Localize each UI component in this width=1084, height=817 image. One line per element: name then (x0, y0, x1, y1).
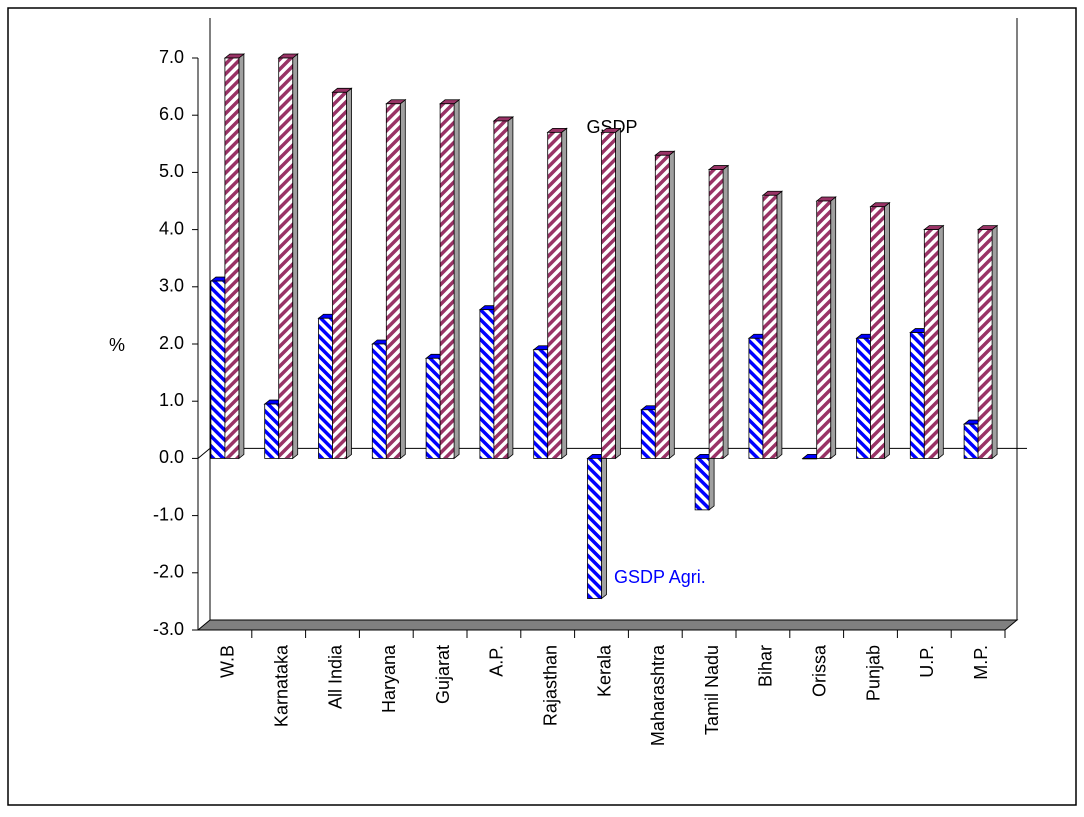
bar (856, 337, 871, 459)
bar (371, 343, 387, 459)
bar (762, 194, 778, 459)
bar-side (776, 190, 783, 460)
y-tick-label: 5.0 (159, 161, 184, 181)
annotation: GSDP Agri. (614, 567, 706, 587)
bar (708, 169, 724, 459)
floor (196, 619, 1019, 631)
x-tick-label: All India (325, 644, 345, 709)
bar (977, 229, 993, 459)
bar (547, 131, 563, 459)
y-tick-label: -1.0 (153, 504, 184, 524)
x-tick-label: Karnataka (271, 644, 291, 727)
bar-side (507, 116, 514, 460)
x-tick-label: Maharashtra (648, 644, 668, 746)
bar-side (884, 201, 890, 460)
bar-side (937, 224, 944, 460)
bar (278, 57, 294, 459)
bar-side (615, 127, 621, 460)
annotation: GSDP (586, 117, 637, 137)
bar-side (292, 53, 299, 460)
bar (479, 309, 495, 459)
x-tick-label: Gujarat (433, 645, 453, 704)
zero-line (197, 448, 211, 459)
x-tick-label: A.P. (487, 645, 507, 677)
bar-side (722, 164, 729, 460)
bar-side (561, 127, 568, 460)
bar (923, 229, 939, 459)
x-tick-label: U.P. (917, 645, 937, 678)
bar (264, 403, 280, 459)
bar (224, 57, 240, 459)
y-tick-label: 2.0 (159, 333, 184, 353)
bar-side (399, 98, 406, 460)
bar (870, 206, 885, 459)
bar (385, 103, 401, 459)
bar-side (668, 150, 675, 460)
bar (493, 120, 509, 459)
bar (654, 154, 670, 459)
bar (210, 280, 226, 459)
bar (439, 103, 455, 459)
bar (963, 423, 979, 459)
x-tick-label: Orissa (809, 644, 829, 697)
bar (816, 200, 832, 459)
y-axis-label: % (109, 335, 125, 355)
y-tick-label: 3.0 (159, 276, 184, 296)
bar-side (601, 453, 607, 600)
bar (601, 131, 616, 459)
y-tick-label: 7.0 (159, 47, 184, 67)
bar (425, 357, 441, 459)
y-tick-label: -3.0 (153, 619, 184, 639)
y-tick-label: 4.0 (159, 218, 184, 238)
bar (332, 91, 347, 459)
y-tick-label: 6.0 (159, 104, 184, 124)
x-tick-label: Tamil Nadu (702, 645, 722, 735)
y-tick-label: 0.0 (159, 447, 184, 467)
bar (694, 457, 710, 511)
bar-side (991, 224, 998, 460)
x-tick-label: Punjab (863, 645, 883, 701)
bar (587, 457, 602, 599)
x-tick-label: Haryana (379, 644, 399, 713)
y-tick-label: -2.0 (153, 562, 184, 582)
y-tick-label: 1.0 (159, 390, 184, 410)
x-tick-label: M.P. (971, 645, 991, 680)
bar (640, 409, 656, 459)
bar-side (708, 453, 715, 511)
bar-side (830, 196, 837, 460)
bar (318, 317, 333, 459)
bar (533, 349, 549, 459)
x-tick-label: W.B (218, 645, 238, 678)
bar (802, 457, 818, 460)
bar-side (346, 87, 352, 460)
x-tick-label: Kerala (594, 644, 614, 697)
bar (909, 332, 925, 459)
bar (748, 337, 764, 459)
x-tick-label: Bihar (756, 645, 776, 687)
x-tick-label: Rajasthan (540, 645, 560, 726)
bar-side (238, 53, 245, 460)
bar-side (453, 98, 460, 460)
